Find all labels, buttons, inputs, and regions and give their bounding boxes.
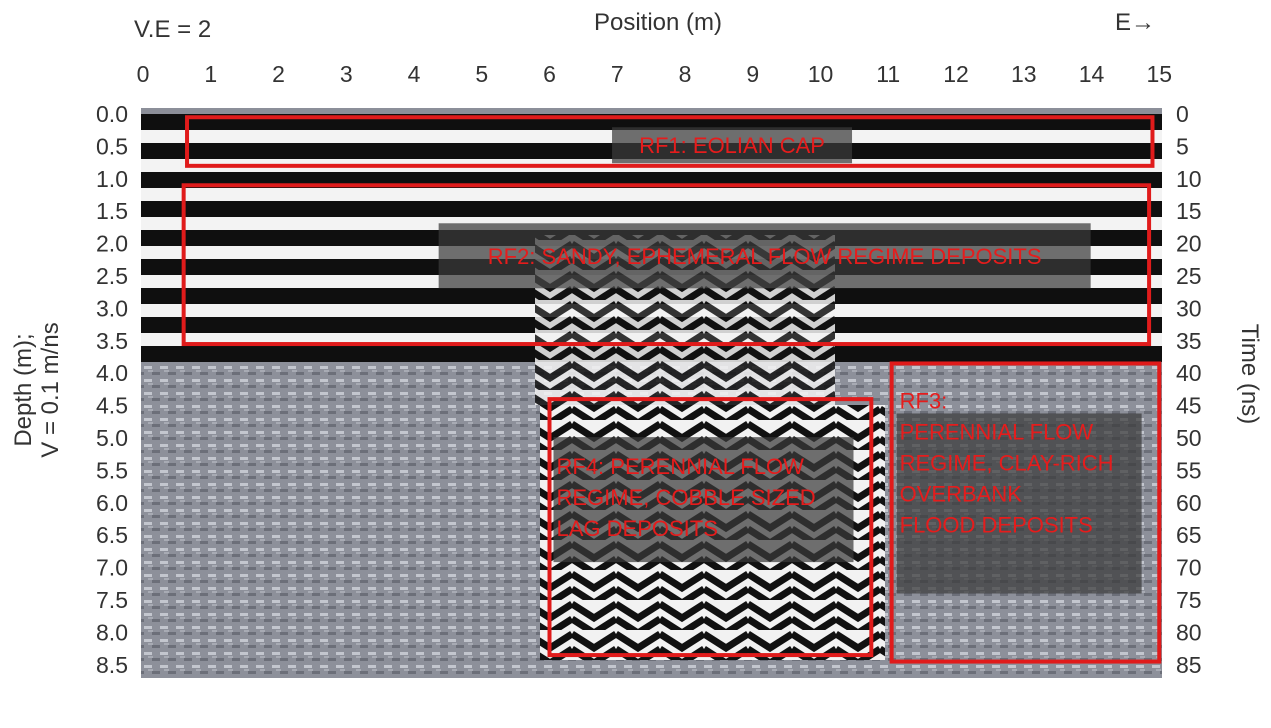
time-tick-label: 40: [1176, 360, 1202, 386]
depth-tick-label: 7.5: [96, 587, 128, 613]
time-tick-label: 70: [1176, 555, 1202, 581]
time-tick-label: 0: [1176, 101, 1189, 127]
time-tick-label: 35: [1176, 328, 1202, 354]
zone-label-text: REGIME, CLAY-RICH: [900, 450, 1114, 475]
time-tick-label: 60: [1176, 490, 1202, 516]
zone-rf2: RF2: SANDY, EPHEMERAL FLOW REGIME DEPOSI…: [181, 183, 1152, 347]
zone-outline: [547, 397, 874, 658]
depth-tick-label: 6.5: [96, 522, 128, 548]
depth-tick-label: 1.0: [96, 166, 128, 192]
x-tick-label: 12: [943, 61, 969, 87]
time-axis-title: Time (ns): [1236, 324, 1263, 424]
zone-outline: [889, 361, 1162, 664]
time-tick-label: 10: [1176, 166, 1202, 192]
time-tick-label: 55: [1176, 457, 1202, 483]
x-axis-ticks: 0 1 2 3 4 5 6 7 8 9 10 11 12 13 14 15: [137, 61, 1172, 87]
x-tick-label: 4: [408, 61, 421, 87]
depth-tick-label: 2.5: [96, 263, 128, 289]
depth-tick-label: 1.5: [96, 198, 128, 224]
depth-axis-title: Depth (m);: [10, 333, 37, 446]
time-tick-label: 75: [1176, 587, 1202, 613]
zone-label-text: OVERBANK: [900, 481, 1023, 506]
time-tick-label: 15: [1176, 198, 1202, 224]
time-tick-label: 25: [1176, 263, 1202, 289]
time-tick-label: 85: [1176, 652, 1202, 678]
x-tick-label: 3: [340, 61, 353, 87]
x-tick-label: 14: [1079, 61, 1105, 87]
time-tick-label: 65: [1176, 522, 1202, 548]
time-tick-label: 20: [1176, 231, 1202, 257]
depth-tick-label: 8.5: [96, 652, 128, 678]
time-tick-label: 80: [1176, 619, 1202, 645]
depth-tick-label: 2.0: [96, 231, 128, 257]
zone-label-shade: [612, 127, 853, 164]
time-tick-label: 50: [1176, 425, 1202, 451]
x-tick-label: 10: [808, 61, 834, 87]
velocity-label: V = 0.1 m/ns: [37, 322, 64, 457]
zone-rf4: RF4: PERENNIAL FLOW REGIME, COBBLE SIZED L…: [547, 397, 874, 658]
depth-tick-label: 5.0: [96, 425, 128, 451]
zone-rf3: RF3: PERENNIAL FLOW REGIME, CLAY-RICH OVERB…: [889, 361, 1162, 664]
depth-tick-label: 0.5: [96, 133, 128, 159]
direction-label: E→: [1115, 9, 1155, 36]
vertical-exaggeration-label: V.E = 2: [134, 16, 211, 43]
zone-label-text: FLOOD DEPOSITS: [900, 512, 1093, 537]
depth-tick-label: 7.0: [96, 555, 128, 581]
x-tick-label: 6: [543, 61, 556, 87]
x-tick-label: 13: [1011, 61, 1037, 87]
interpretation-zones: RF1: EOLIAN CAP RF2: SANDY, EPHEMERAL FLO…: [181, 115, 1162, 664]
depth-tick-label: 6.0: [96, 490, 128, 516]
zone-label-text: RF1: EOLIAN CAP: [639, 133, 825, 158]
reflection-band: [141, 201, 1162, 217]
depth-tick-label: 5.5: [96, 457, 128, 483]
depth-axis-ticks: 0.0 0.5 1.0 1.5 2.0 2.5 3.0 3.5 4.0 4.5 5.0 5.5 6.0 6…: [96, 101, 128, 678]
time-tick-label: 5: [1176, 133, 1189, 159]
reflection-band: [141, 188, 1162, 201]
x-tick-label: 5: [475, 61, 488, 87]
zone-label-shade: [896, 413, 1142, 594]
x-axis-title: Position (m): [594, 9, 722, 36]
x-tick-label: 8: [679, 61, 692, 87]
time-axis-ticks: 0 5 10 15 20 25 30 35 40 45 50 55 60 65 70 75 80 85: [1176, 101, 1202, 678]
depth-tick-label: 3.5: [96, 328, 128, 354]
zone-label-text: RF3:: [900, 388, 948, 413]
zone-label-text: RF4: PERENNIAL FLOW: [557, 454, 805, 479]
zone-label-text: RF2: SANDY, EPHEMERAL FLOW REGIME DEPOSI…: [488, 244, 1042, 269]
x-tick-label: 0: [137, 61, 150, 87]
x-tick-label: 1: [204, 61, 217, 87]
x-tick-label: 2: [272, 61, 285, 87]
time-tick-label: 30: [1176, 295, 1202, 321]
zone-label-text: LAG DEPOSITS: [557, 516, 718, 541]
zone-outline: [185, 115, 1155, 168]
x-tick-label: 7: [611, 61, 624, 87]
zone-label-shade: [438, 223, 1091, 289]
depth-tick-label: 3.0: [96, 295, 128, 321]
depth-tick-label: 4.0: [96, 360, 128, 386]
x-tick-label: 11: [876, 61, 900, 87]
time-tick-label: 45: [1176, 393, 1202, 419]
zone-outline: [181, 183, 1152, 347]
zone-rf1: RF1: EOLIAN CAP: [185, 115, 1155, 168]
depth-tick-label: 8.0: [96, 619, 128, 645]
depth-tick-label: 0.0: [96, 101, 128, 127]
zone-label-text: REGIME, COBBLE SIZED: [557, 485, 816, 510]
x-tick-label: 9: [746, 61, 759, 87]
zone-label-text: PERENNIAL FLOW: [900, 419, 1094, 444]
zone-label-shade: [553, 437, 854, 563]
depth-tick-label: 4.5: [96, 393, 128, 419]
x-tick-label: 15: [1146, 61, 1172, 87]
